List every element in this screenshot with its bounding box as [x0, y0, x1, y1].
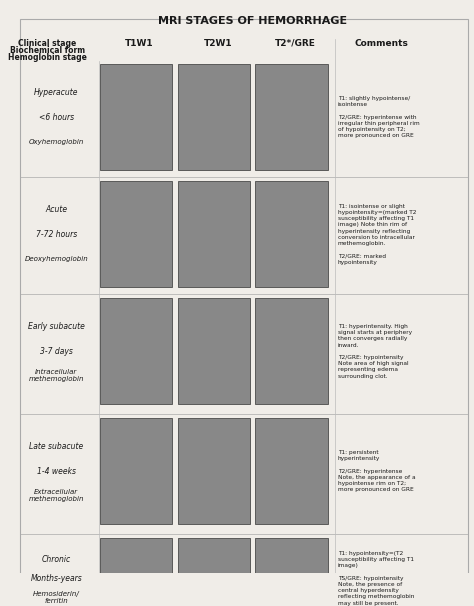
Text: 7-72 hours: 7-72 hours	[36, 230, 77, 239]
Text: Hyperacute: Hyperacute	[34, 88, 79, 97]
Text: Extracellular
methemoglobin: Extracellular methemoglobin	[28, 489, 84, 502]
Text: 3-7 days: 3-7 days	[40, 347, 73, 356]
Text: T2*/GRE: T2*/GRE	[274, 39, 316, 47]
Bar	[100, 298, 172, 404]
Text: T1: persistent
hyperintensity

T2/GRE: hyperintense
Note, the appearance of a
hy: T1: persistent hyperintensity T2/GRE: hy…	[337, 450, 415, 492]
Text: T1: hypointensity=(T2
susceptibility affecting T1
image)

TS/GRE: hypointensity
: T1: hypointensity=(T2 susceptibility aff…	[337, 551, 414, 605]
Bar	[178, 181, 250, 287]
Text: T2W1: T2W1	[203, 39, 232, 47]
Bar	[178, 298, 250, 404]
Text: Biochemical form: Biochemical form	[9, 46, 85, 55]
Bar	[255, 64, 328, 170]
Bar	[255, 181, 328, 287]
Text: Hemosiderin/
ferritin: Hemosiderin/ ferritin	[33, 591, 80, 604]
Text: Chronic: Chronic	[42, 555, 71, 564]
Bar	[255, 538, 328, 606]
Bar	[100, 538, 172, 606]
Text: Deoxyhemoglobin: Deoxyhemoglobin	[25, 256, 88, 262]
Text: T1: slightly hypointense/
isointense

T2/GRE: hyperintense with
irregular thin p: T1: slightly hypointense/ isointense T2/…	[337, 96, 419, 138]
Text: <6 hours: <6 hours	[39, 113, 74, 122]
Text: Clinical stage: Clinical stage	[18, 39, 76, 47]
Text: T1: isointense or slight
hypointensity=(marked T2
susceptibility affecting T1
im: T1: isointense or slight hypointensity=(…	[337, 204, 416, 265]
Text: Comments: Comments	[354, 39, 408, 47]
Text: Months-years: Months-years	[30, 574, 82, 583]
Text: T1W1: T1W1	[125, 39, 154, 47]
Text: Early subacute: Early subacute	[28, 322, 85, 331]
Bar	[100, 181, 172, 287]
Text: MRI STAGES OF HEMORRHAGE: MRI STAGES OF HEMORRHAGE	[158, 16, 347, 25]
Bar	[255, 418, 328, 524]
Text: Oxyhemoglobin: Oxyhemoglobin	[28, 139, 84, 145]
Bar	[178, 64, 250, 170]
Text: Intracellular
methemoglobin: Intracellular methemoglobin	[28, 369, 84, 382]
Bar	[100, 64, 172, 170]
Bar	[100, 418, 172, 524]
Bar	[255, 298, 328, 404]
Text: Late subacute: Late subacute	[29, 442, 83, 451]
Text: T1: hyperintensity. High
signal starts at periphery
then converges radially
inwa: T1: hyperintensity. High signal starts a…	[337, 324, 412, 379]
Bar	[178, 538, 250, 606]
Text: Acute: Acute	[45, 205, 67, 214]
Text: 1-4 weeks: 1-4 weeks	[37, 467, 76, 476]
Bar	[178, 418, 250, 524]
Text: Hemoglobin stage: Hemoglobin stage	[8, 53, 87, 62]
